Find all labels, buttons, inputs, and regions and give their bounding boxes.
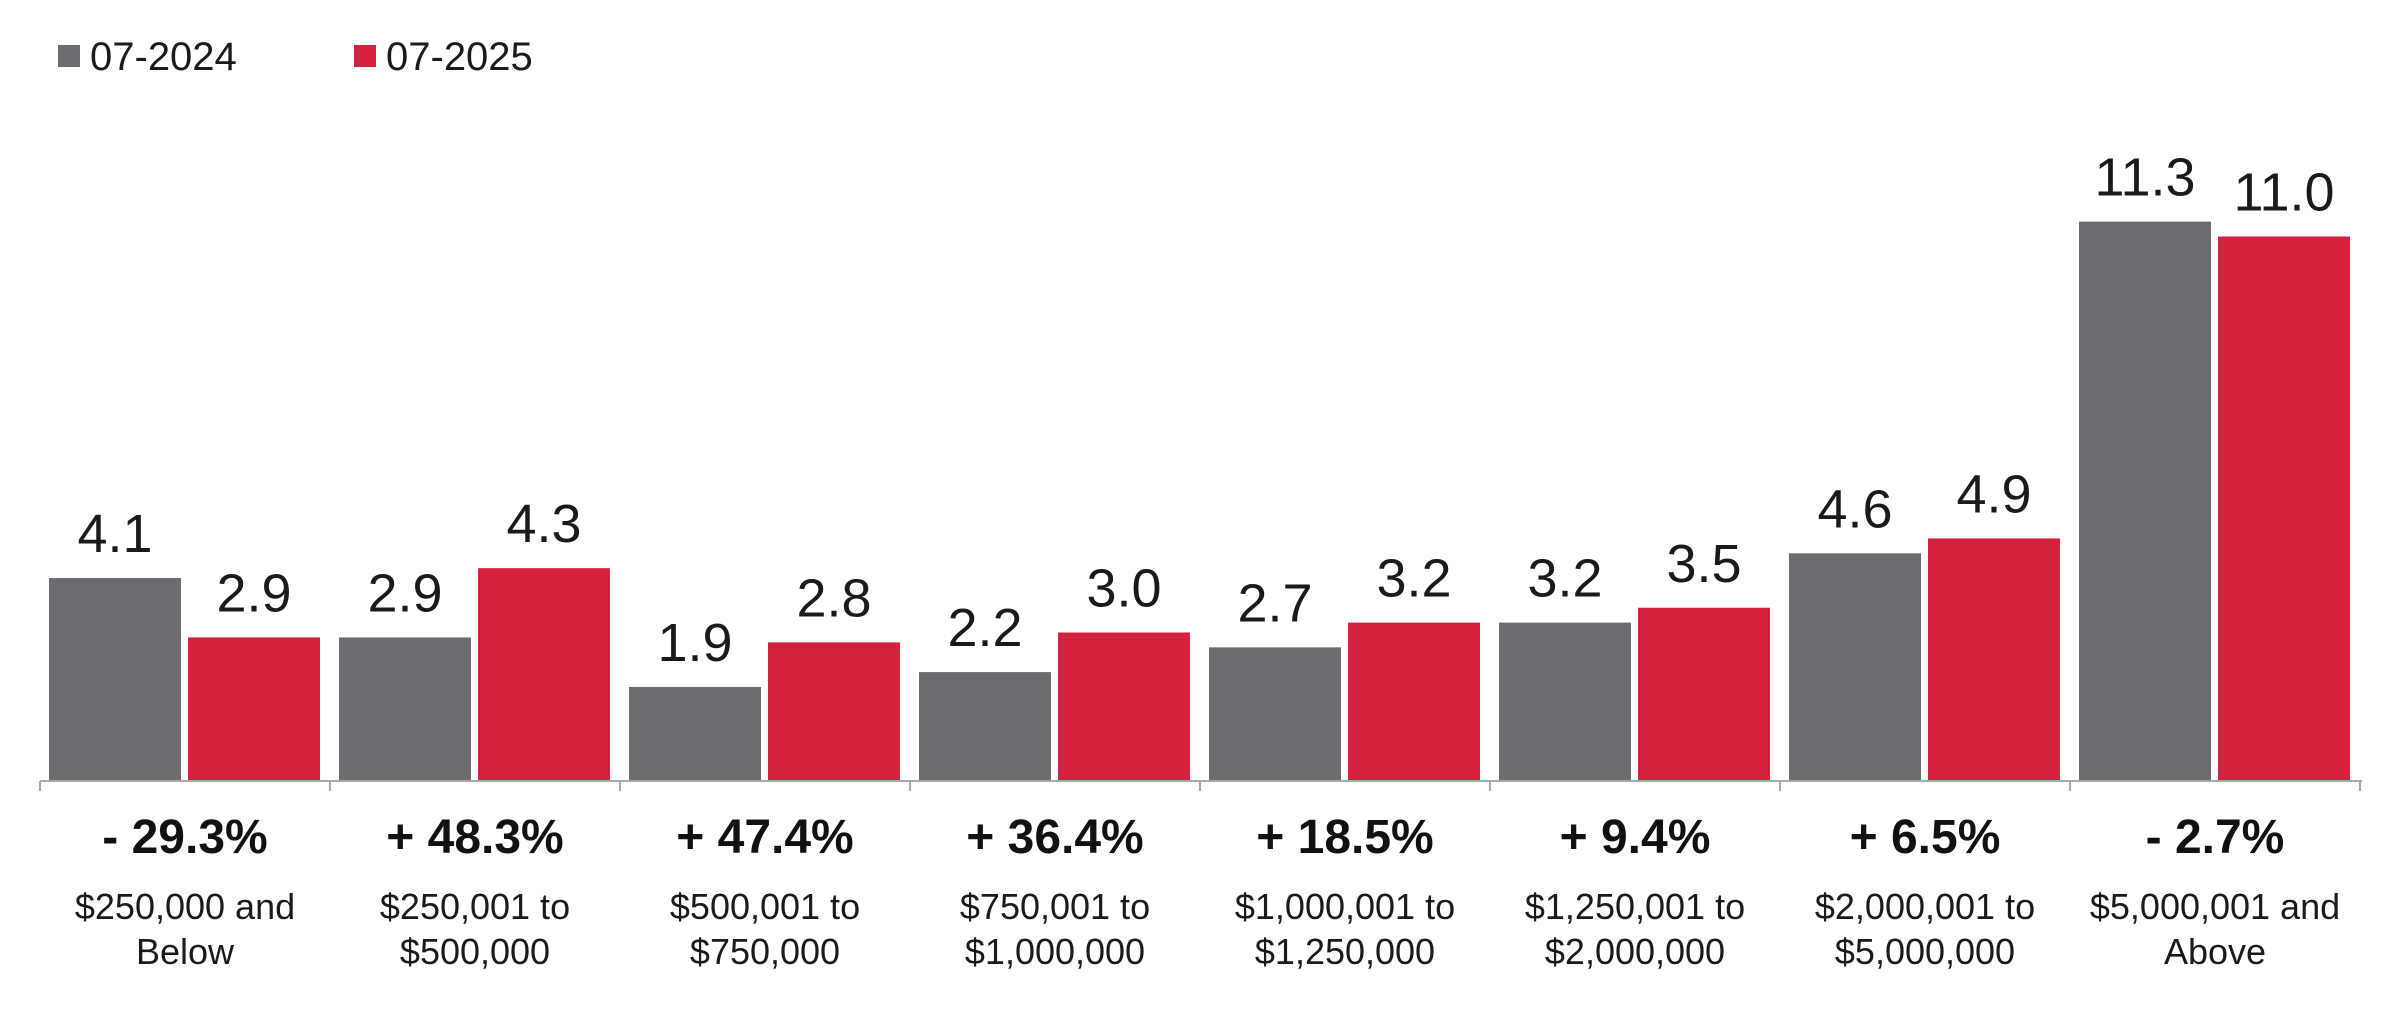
bar-07-2025-3 <box>1058 632 1190 781</box>
category-label: $250,001 to <box>380 886 570 927</box>
category-label: $1,250,000 <box>1255 931 1435 972</box>
value-label: 2.9 <box>367 563 442 623</box>
category-label: Below <box>136 931 235 972</box>
bar-07-2025-0 <box>188 637 320 781</box>
bar-07-2025-4 <box>1348 622 1480 781</box>
legend-swatch-07-2024 <box>58 45 80 67</box>
category-label: $5,000,001 and <box>2090 886 2340 927</box>
category-label: $750,000 <box>690 931 840 972</box>
value-label: 4.3 <box>506 494 581 554</box>
category-label: $5,000,000 <box>1835 931 2015 972</box>
value-label: 2.7 <box>1237 573 1312 633</box>
bar-07-2024-1 <box>339 637 471 781</box>
value-label: 2.2 <box>947 598 1022 658</box>
change-label: + 18.5% <box>1256 811 1433 864</box>
category-label: $250,000 and <box>75 886 295 927</box>
value-label: 4.6 <box>1817 479 1892 539</box>
change-label: + 36.4% <box>966 811 1143 864</box>
bar-07-2024-6 <box>1789 553 1921 781</box>
value-label: 2.8 <box>796 568 871 628</box>
category-label: $750,001 to <box>960 886 1150 927</box>
bar-07-2025-6 <box>1928 538 2060 781</box>
bar-07-2025-1 <box>478 568 610 781</box>
value-label: 3.0 <box>1086 559 1161 619</box>
value-label: 11.0 <box>2233 163 2334 223</box>
value-label: 11.3 <box>2094 148 2195 208</box>
change-label: + 47.4% <box>676 811 853 864</box>
category-label: $1,000,000 <box>965 931 1145 972</box>
category-label: $500,000 <box>400 931 550 972</box>
category-label: $1,000,001 to <box>1235 886 1455 927</box>
bar-07-2024-3 <box>919 672 1051 781</box>
category-label: $2,000,001 to <box>1815 886 2035 927</box>
bar-07-2024-0 <box>49 578 181 781</box>
bar-07-2024-7 <box>2079 221 2211 781</box>
value-label: 1.9 <box>657 613 732 673</box>
bar-07-2024-5 <box>1499 622 1631 781</box>
x-axis <box>39 780 2362 791</box>
value-label: 3.2 <box>1376 549 1451 609</box>
legend: 07-2024 07-2025 <box>58 35 533 79</box>
category-label: $2,000,000 <box>1545 931 1725 972</box>
change-label: + 9.4% <box>1560 811 1711 864</box>
bar-07-2025-2 <box>768 642 900 781</box>
change-label: + 6.5% <box>1850 811 2001 864</box>
value-label: 4.1 <box>77 504 152 564</box>
value-label: 3.5 <box>1666 534 1741 594</box>
category-label: Above <box>2164 931 2266 972</box>
value-label: 2.9 <box>216 563 291 623</box>
value-label: 4.9 <box>1956 464 2031 524</box>
bar-07-2025-7 <box>2218 236 2350 781</box>
bar-07-2024-4 <box>1209 647 1341 781</box>
legend-label: 07-2024 <box>90 35 237 79</box>
change-label: - 29.3% <box>102 811 267 864</box>
category-label: $1,250,001 to <box>1525 886 1745 927</box>
bar-07-2024-2 <box>629 686 761 781</box>
change-label: - 2.7% <box>2146 811 2285 864</box>
value-label: 3.2 <box>1527 549 1602 609</box>
category-label: $500,001 to <box>670 886 860 927</box>
legend-swatch-07-2025 <box>354 45 376 67</box>
bars-group <box>49 221 2350 781</box>
bar-07-2025-5 <box>1638 607 1770 781</box>
change-label: + 48.3% <box>386 811 563 864</box>
legend-label: 07-2025 <box>386 35 533 79</box>
